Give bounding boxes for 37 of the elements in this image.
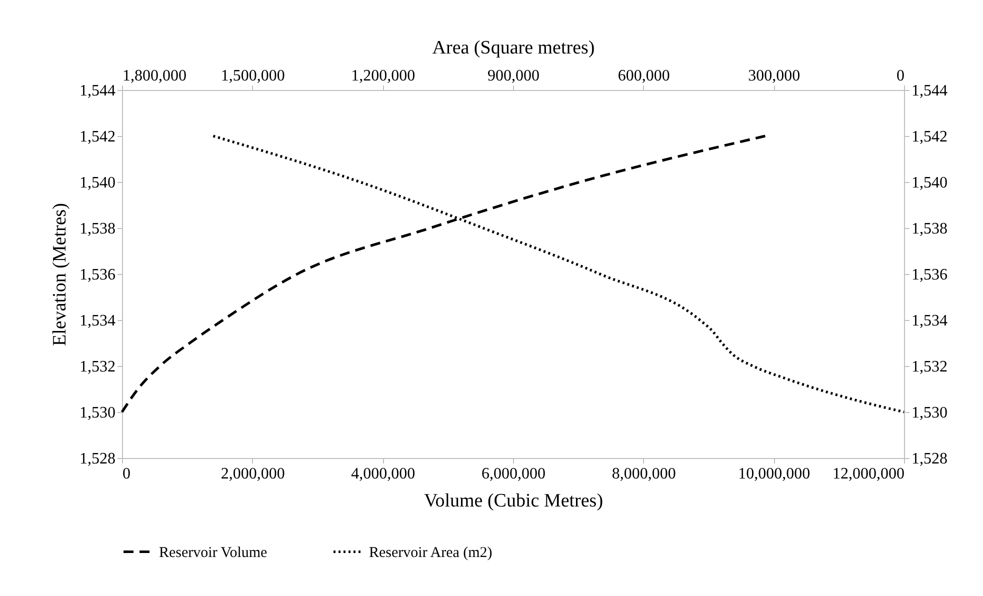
y-tick-label: 1,532 — [80, 358, 116, 376]
y2-tick-label: 1,536 — [912, 266, 948, 284]
x2-tick-label: 300,000 — [748, 68, 800, 84]
x2-tick-label: 1,500,000 — [220, 68, 285, 84]
x-tick-label: 8,000,000 — [612, 466, 676, 482]
legend-label: Reservoir Volume — [159, 544, 268, 561]
x2-tick-label: 0 — [896, 68, 904, 84]
legend-label: Reservoir Area (m2) — [369, 544, 492, 561]
y-tick-label: 1,530 — [80, 404, 116, 422]
x2-tick-label: 1,800,000 — [122, 68, 186, 84]
y-tick-label: 1,534 — [80, 312, 116, 330]
y2-tick-label: 1,538 — [912, 220, 948, 238]
x-tick-label: 4,000,000 — [351, 466, 416, 482]
x2-axis-title: Area (Square metres) — [432, 38, 595, 58]
y2-tick-label: 1,532 — [912, 358, 948, 376]
x2-tick-label: 600,000 — [618, 68, 670, 84]
y2-tick-label: 1,542 — [912, 128, 948, 146]
y2-tick-label: 1,544 — [912, 82, 948, 100]
x-tick-label: 10,000,000 — [738, 466, 810, 482]
y2-tick-label: 1,530 — [912, 404, 948, 422]
y2-tick-label: 1,528 — [912, 450, 948, 468]
y2-tick-label: 1,534 — [912, 312, 948, 330]
x-tick-label: 0 — [122, 466, 130, 482]
x2-tick-label: 1,200,000 — [351, 68, 416, 84]
y-tick-label: 1,538 — [80, 220, 116, 238]
x-tick-label: 2,000,000 — [220, 466, 285, 482]
x2-tick-label: 900,000 — [488, 68, 540, 84]
y-axis-title: Elevation (Metres) — [50, 203, 70, 346]
x-tick-label: 12,000,000 — [832, 466, 904, 482]
y-tick-label: 1,540 — [80, 174, 116, 192]
y2-tick-label: 1,540 — [912, 174, 948, 192]
x-axis-title: Volume (Cubic Metres) — [424, 490, 604, 512]
y-tick-label: 1,544 — [80, 82, 116, 100]
y-tick-label: 1,528 — [80, 450, 116, 468]
x-tick-label: 6,000,000 — [482, 466, 546, 482]
y-tick-label: 1,542 — [80, 128, 116, 146]
y-tick-label: 1,536 — [80, 266, 116, 284]
